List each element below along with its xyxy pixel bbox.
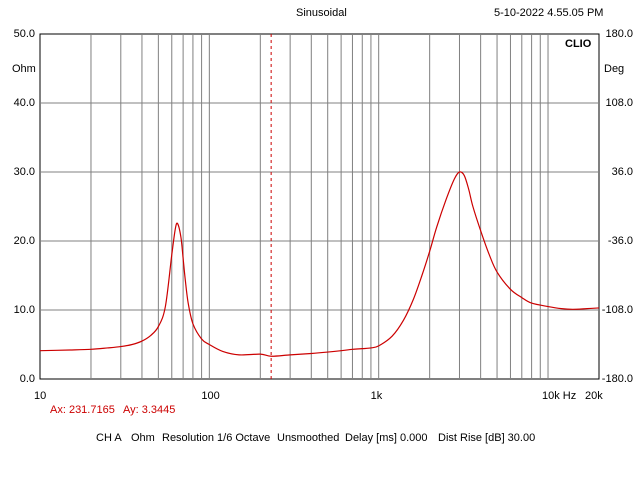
y-right-tick-label: -108.0 [601, 304, 633, 316]
footer-channel: CH A [96, 432, 122, 444]
y-left-tick-label: 50.0 [13, 28, 35, 40]
grid [40, 34, 599, 379]
chart-title: Sinusoidal [296, 7, 347, 19]
footer-delay: Delay [ms] 0.000 [345, 432, 428, 444]
y-right-tick-label: 36.0 [611, 166, 633, 178]
y-left-unit: Ohm [12, 63, 36, 75]
cursor-ay-readout: Ay: 3.3445 [123, 404, 176, 416]
y-left-tick-label: 0.0 [19, 373, 35, 385]
footer-dist-rise: Dist Rise [dB] 30.00 [438, 432, 536, 444]
y-right-tick-label: -36.0 [607, 235, 633, 247]
x-tick-label: 10k Hz [542, 390, 577, 402]
footer-smoothing: Unsmoothed [277, 432, 340, 444]
x-tick-label: 20k [585, 390, 603, 402]
y-left-tick-label: 40.0 [13, 97, 35, 109]
y-left-tick-label: 10.0 [13, 304, 35, 316]
plot-frame [39, 33, 600, 380]
cursor-ax-readout: Ax: 231.7165 [50, 404, 115, 416]
footer-unit: Ohm [131, 432, 155, 444]
impedance-trace [39, 171, 600, 357]
y-right-tick-label: 108.0 [605, 97, 633, 109]
y-right-unit: Deg [604, 63, 625, 75]
y-left-tick-label: 30.0 [13, 166, 35, 178]
x-tick-label: 1k [370, 390, 383, 402]
timestamp: 5-10-2022 4.55.05 PM [494, 7, 604, 19]
x-tick-label: 10 [34, 390, 47, 402]
x-tick-label: 100 [201, 390, 220, 402]
y-left-tick-label: 20.0 [13, 235, 35, 247]
y-right-tick-label: -180.0 [601, 373, 633, 385]
clio-logo: CLIO [565, 38, 592, 50]
footer-resolution: Resolution 1/6 Octave [162, 432, 271, 444]
y-right-tick-label: 180.0 [605, 28, 633, 40]
